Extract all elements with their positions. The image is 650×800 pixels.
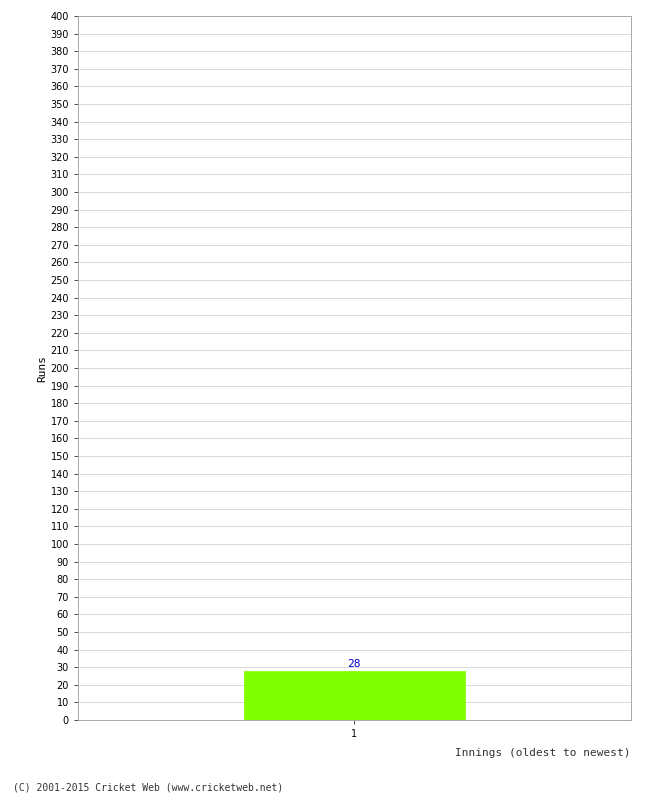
Y-axis label: Runs: Runs (38, 354, 47, 382)
Text: (C) 2001-2015 Cricket Web (www.cricketweb.net): (C) 2001-2015 Cricket Web (www.cricketwe… (13, 782, 283, 792)
Text: Innings (oldest to newest): Innings (oldest to newest) (455, 748, 630, 758)
Text: 28: 28 (348, 659, 361, 669)
Bar (244, 670, 465, 720)
